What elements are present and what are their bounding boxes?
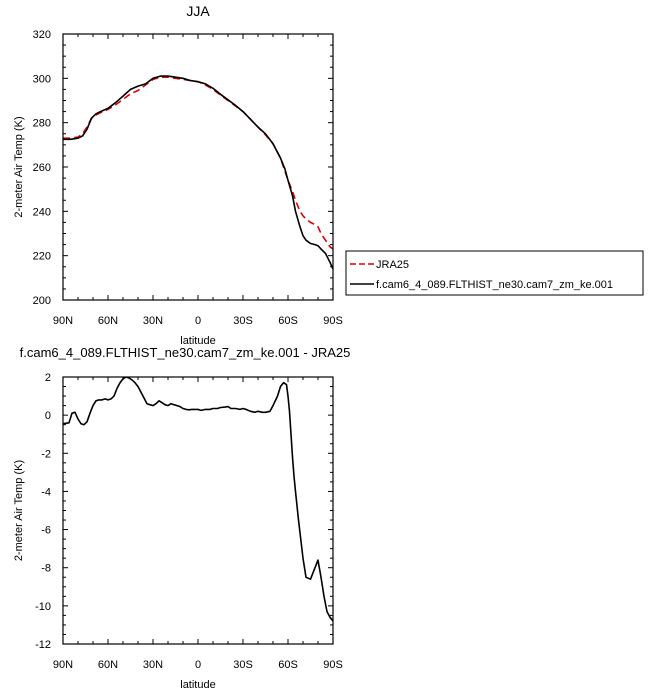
legend-label: f.cam6_4_089.FLTHIST_ne30.cam7_zm_ke.001 (376, 279, 613, 291)
y-tick-label: -2 (41, 448, 51, 460)
x-tick-label: 60S (278, 659, 298, 671)
x-tick-label: 0 (195, 659, 201, 671)
chart-panel-2: f.cam6_4_089.FLTHIST_ne30.cam7_zm_ke.001… (13, 345, 350, 691)
x-tick-label: 90S (323, 315, 343, 327)
x-tick-label: 30N (143, 315, 163, 327)
x-tick-label: 60N (98, 659, 118, 671)
chart-title: JJA (186, 3, 210, 19)
x-tick-label: 90N (53, 315, 73, 327)
x-tick-label: 90N (53, 659, 73, 671)
chart-panel-1: JJA 90N 60N 30N 0 30S 60S 90S 200 220 240 260 280 300… (13, 3, 644, 347)
series-line-f-cam6-4-089-flthist-ne30-cam7-zm-ke-001 (63, 75, 333, 270)
y-tick-label: 260 (33, 162, 51, 174)
x-axis-label: latitude (180, 679, 215, 691)
y-tick-label: -8 (41, 563, 51, 575)
x-tick-label: 60S (278, 315, 298, 327)
y-axis-label: 2-meter Air Temp (K) (13, 460, 25, 561)
series-line-jra25 (63, 76, 333, 250)
x-tick-label: 30N (143, 659, 163, 671)
y-tick-label: -6 (41, 525, 51, 537)
y-tick-label: 300 (33, 73, 51, 85)
y-tick-label: -10 (35, 601, 51, 613)
plot-frame (62, 376, 334, 645)
y-tick-label: -4 (41, 486, 51, 498)
x-tick-label: 0 (195, 315, 201, 327)
plot-frame (62, 33, 334, 301)
y-axis-label: 2-meter Air Temp (K) (13, 116, 25, 217)
x-axis-label: latitude (180, 335, 215, 347)
x-tick-label: 90S (323, 659, 343, 671)
legend-label: JRA25 (376, 259, 409, 271)
y-tick-label: -12 (35, 639, 51, 651)
legend-box (345, 250, 644, 296)
series-line-difference (63, 377, 333, 622)
y-tick-label: 2 (45, 372, 51, 384)
y-tick-label: 220 (33, 251, 51, 263)
y-tick-label: 0 (45, 410, 51, 422)
chart-title: f.cam6_4_089.FLTHIST_ne30.cam7_zm_ke.001… (20, 345, 351, 360)
y-tick-label: 240 (33, 206, 51, 218)
y-tick-label: 280 (33, 118, 51, 130)
y-tick-label: 200 (33, 295, 51, 307)
x-tick-label: 60N (98, 315, 118, 327)
x-tick-label: 30S (233, 315, 253, 327)
x-tick-label: 30S (233, 659, 253, 671)
legend: JRA25 f.cam6_4_089.FLTHIST_ne30.cam7_zm_k… (345, 250, 644, 296)
y-tick-label: 320 (33, 29, 51, 41)
